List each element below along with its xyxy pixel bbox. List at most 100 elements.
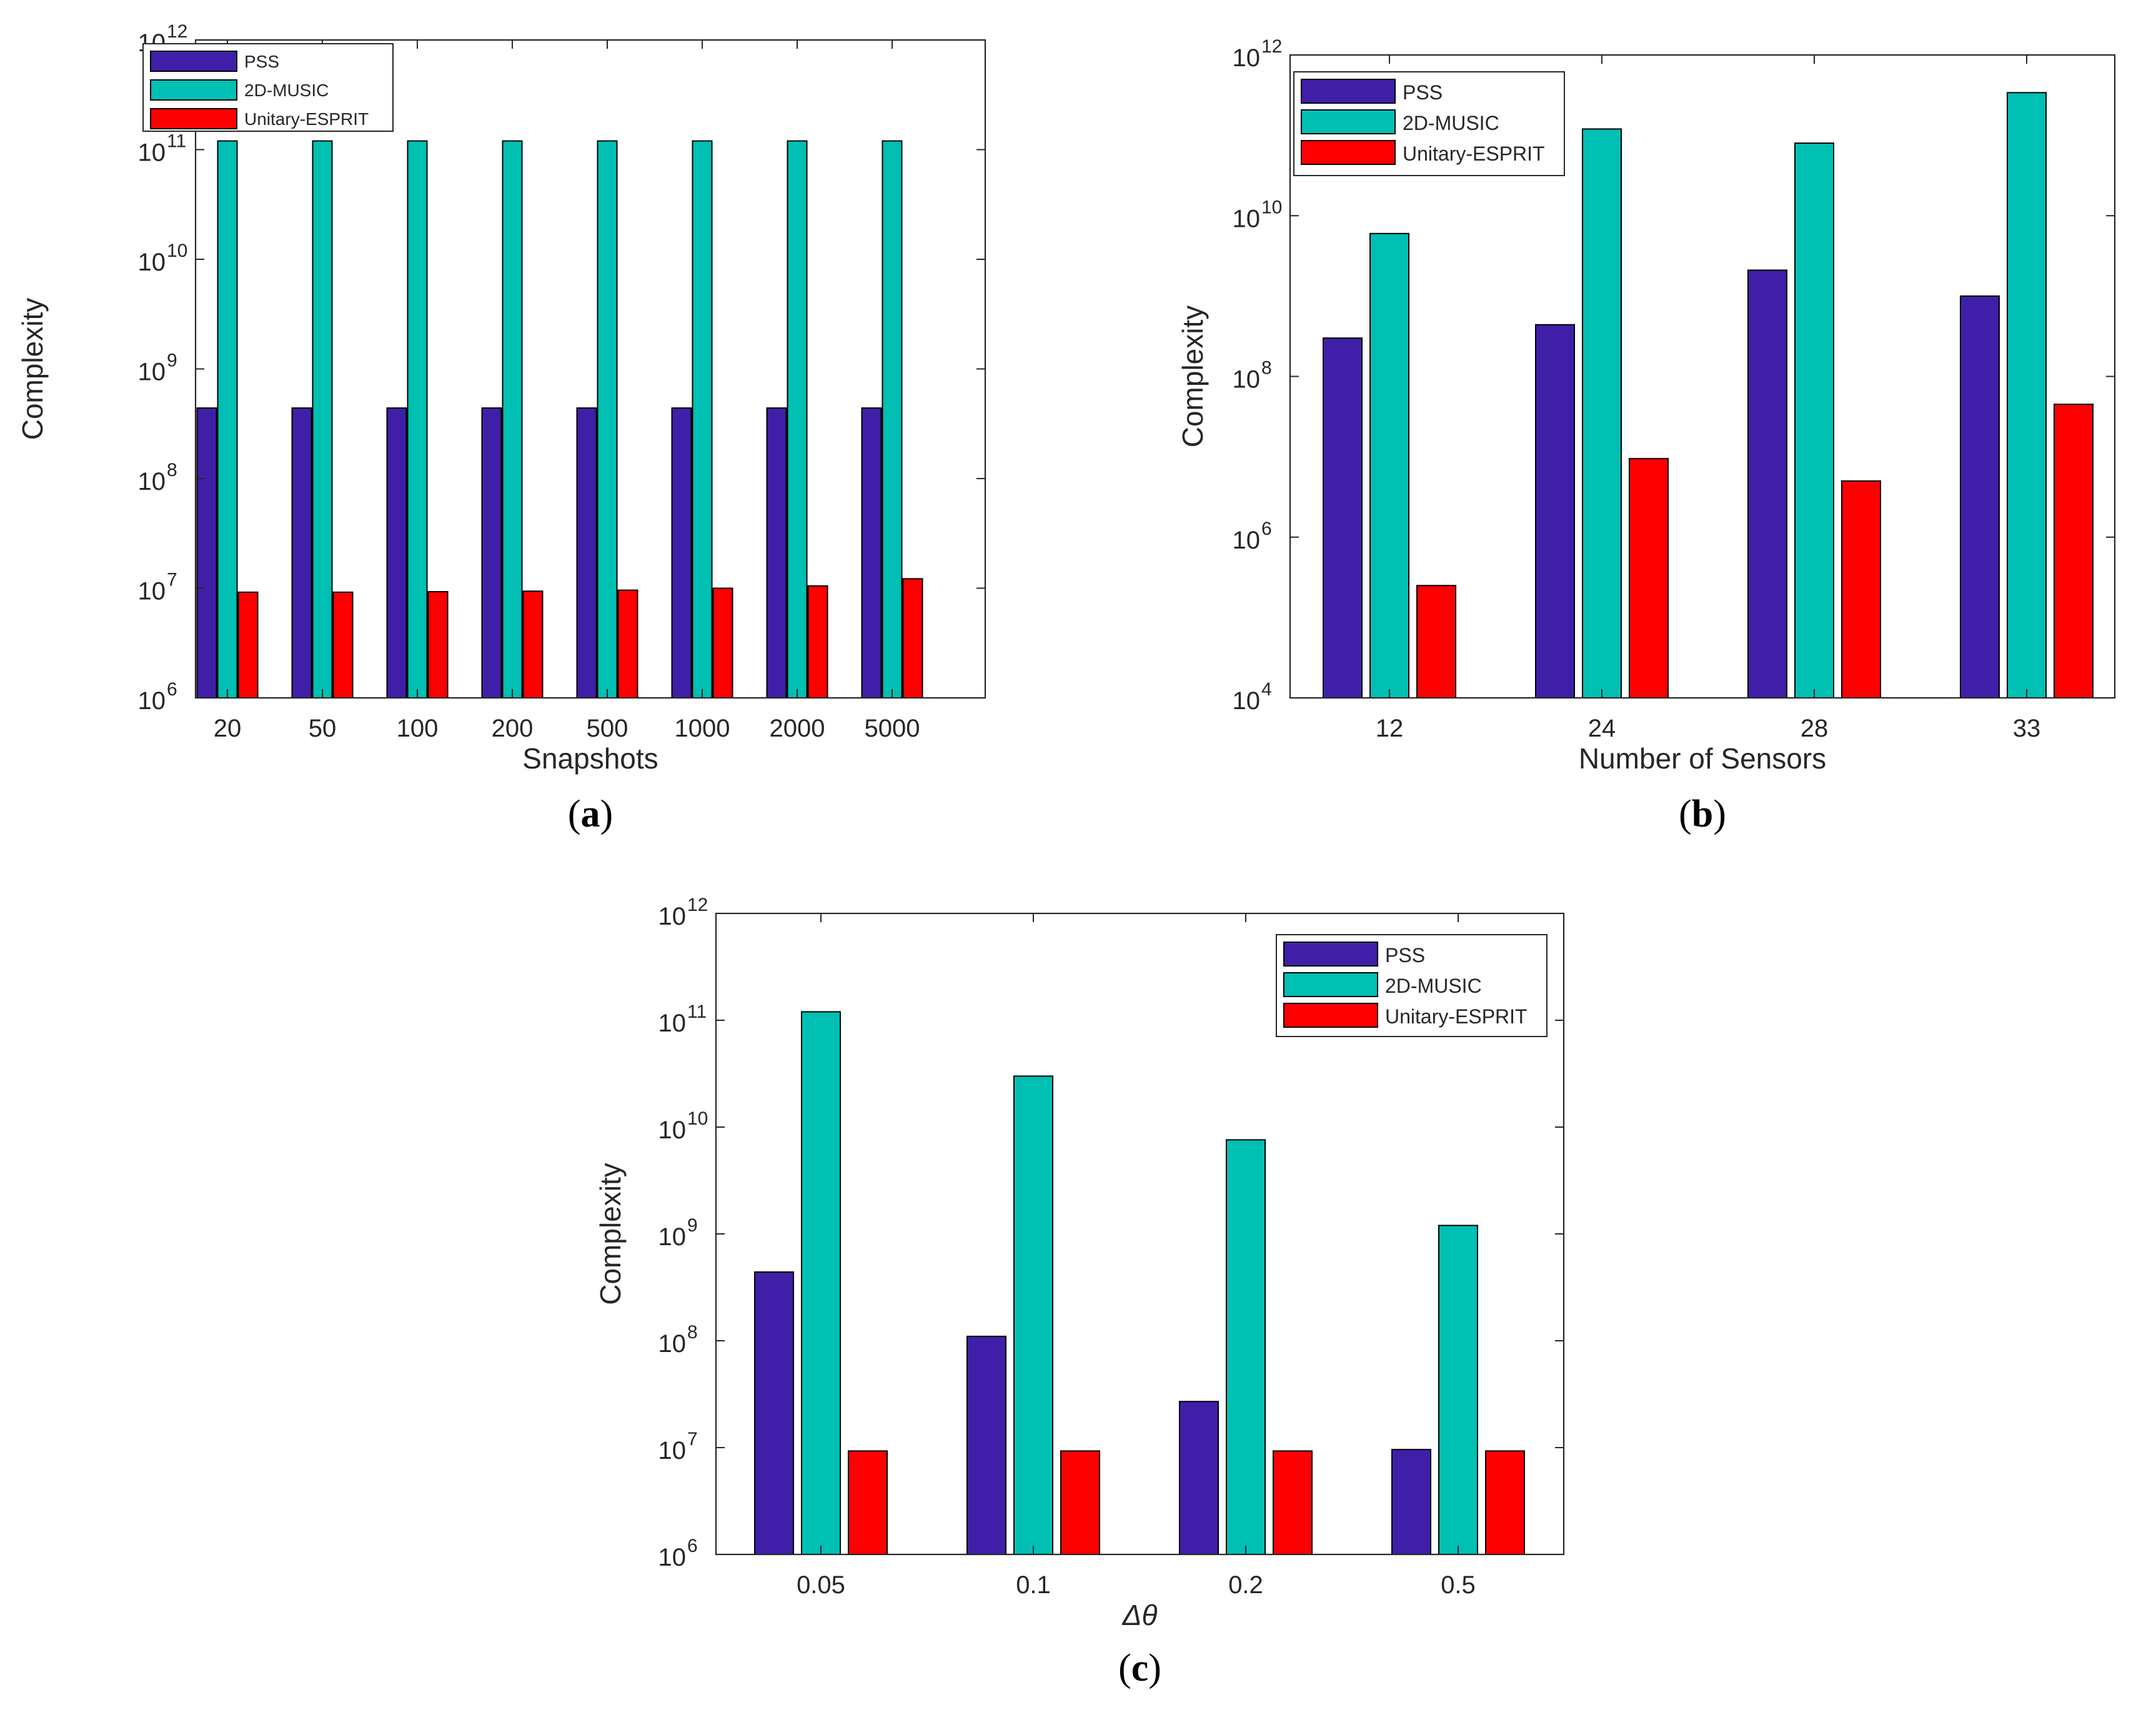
panel-label: (a) bbox=[568, 793, 613, 835]
y-tick-label: 10 bbox=[658, 1544, 687, 1571]
legend-swatch-2d-music bbox=[1283, 972, 1378, 997]
x-tick-label: 0.2 bbox=[1228, 1571, 1263, 1599]
chart-panel-a: 1061071081091010101110122050100200500100… bbox=[16, 21, 986, 835]
bar-pss-12 bbox=[1323, 337, 1363, 698]
bar-unitary-esprit-33 bbox=[2054, 404, 2094, 698]
y-tick-exponent: 6 bbox=[687, 1536, 698, 1556]
legend-label-pss: PSS bbox=[1385, 944, 1425, 967]
x-tick-label: 0.5 bbox=[1441, 1571, 1476, 1599]
legend-swatch-unitary-esprit bbox=[150, 108, 237, 129]
y-tick-label: 10 bbox=[658, 1330, 687, 1358]
x-tick-label: 1000 bbox=[675, 715, 730, 742]
y-tick-label: 10 bbox=[658, 1223, 687, 1251]
y-tick-label: 10 bbox=[138, 578, 166, 605]
x-tick-label: 2000 bbox=[770, 715, 825, 742]
y-tick-exponent: 6 bbox=[167, 679, 177, 700]
bar-unitary-esprit-100 bbox=[427, 591, 449, 698]
bar-unitary-esprit-28 bbox=[1841, 480, 1881, 698]
legend-swatch-pss bbox=[1283, 942, 1378, 967]
y-tick-exponent: 10 bbox=[1261, 197, 1282, 217]
bar-unitary-esprit-0.2 bbox=[1273, 1450, 1313, 1555]
bar-2d-music-1000 bbox=[692, 140, 713, 698]
bar-unitary-esprit-20 bbox=[237, 591, 259, 698]
x-tick-label: 24 bbox=[1588, 715, 1616, 742]
y-tick-label: 10 bbox=[138, 468, 166, 495]
bar-2d-music-2000 bbox=[787, 140, 808, 698]
y-tick-exponent: 12 bbox=[167, 21, 187, 42]
y-tick-exponent: 10 bbox=[687, 1108, 708, 1129]
bar-unitary-esprit-0.05 bbox=[848, 1450, 888, 1555]
y-tick-label: 10 bbox=[658, 903, 687, 930]
x-tick-label: 12 bbox=[1376, 715, 1404, 742]
bar-2d-music-200 bbox=[502, 140, 523, 698]
bar-pss-0.05 bbox=[754, 1271, 794, 1555]
x-tick-label: 20 bbox=[214, 715, 242, 742]
bar-2d-music-20 bbox=[217, 140, 238, 698]
bar-pss-24 bbox=[1535, 324, 1575, 698]
bar-2d-music-100 bbox=[407, 140, 428, 698]
bar-2d-music-0.2 bbox=[1226, 1139, 1266, 1555]
y-axis-label: Complexity bbox=[1176, 306, 1209, 448]
y-tick-exponent: 4 bbox=[1261, 679, 1272, 700]
y-tick-exponent: 6 bbox=[1261, 519, 1272, 539]
bar-pss-5000 bbox=[861, 407, 882, 698]
x-axis-label: Snapshots bbox=[522, 742, 658, 775]
x-tick-label: 500 bbox=[587, 715, 628, 742]
bar-unitary-esprit-1000 bbox=[712, 587, 733, 698]
bar-unitary-esprit-12 bbox=[1416, 585, 1456, 698]
legend-label-unitary-esprit: Unitary-ESPRIT bbox=[1385, 1005, 1528, 1028]
legend-label-2d-music: 2D-MUSIC bbox=[244, 81, 329, 100]
legend-swatch-pss bbox=[150, 51, 237, 72]
x-tick-label: 33 bbox=[2013, 715, 2041, 742]
bar-unitary-esprit-50 bbox=[332, 591, 354, 698]
y-tick-label: 10 bbox=[138, 359, 166, 386]
bar-unitary-esprit-200 bbox=[522, 590, 544, 698]
bar-pss-0.2 bbox=[1179, 1401, 1219, 1556]
y-tick-exponent: 11 bbox=[687, 1002, 707, 1022]
legend-swatch-2d-music bbox=[1301, 109, 1396, 134]
x-axis-label: Number of Sensors bbox=[1579, 742, 1826, 775]
x-axis-label: Δθ bbox=[1122, 1599, 1158, 1631]
bar-unitary-esprit-24 bbox=[1629, 457, 1669, 698]
y-tick-label: 10 bbox=[658, 1010, 687, 1037]
bar-2d-music-24 bbox=[1582, 128, 1622, 698]
y-tick-label: 10 bbox=[138, 249, 166, 276]
y-tick-label: 10 bbox=[1233, 205, 1261, 232]
y-tick-exponent: 9 bbox=[167, 350, 177, 371]
bar-pss-0.1 bbox=[966, 1335, 1006, 1556]
bar-2d-music-500 bbox=[597, 140, 618, 698]
y-axis-label: Complexity bbox=[16, 298, 49, 440]
legend: PSS 2D-MUSIC Unitary-ESPRIT bbox=[1276, 934, 1547, 1037]
y-tick-exponent: 8 bbox=[687, 1322, 698, 1343]
y-tick-label: 10 bbox=[1233, 366, 1261, 394]
bar-2d-music-12 bbox=[1369, 232, 1409, 699]
bar-2d-music-0.05 bbox=[801, 1011, 841, 1555]
panel-label: (c) bbox=[1118, 1647, 1161, 1689]
bar-unitary-esprit-0.5 bbox=[1485, 1450, 1525, 1555]
bar-pss-50 bbox=[291, 407, 312, 698]
bar-2d-music-33 bbox=[2007, 92, 2047, 698]
y-tick-label: 10 bbox=[1233, 44, 1261, 72]
legend-swatch-unitary-esprit bbox=[1301, 140, 1396, 165]
y-tick-exponent: 9 bbox=[687, 1215, 698, 1236]
y-tick-exponent: 8 bbox=[167, 460, 177, 480]
x-tick-label: 50 bbox=[309, 715, 337, 742]
legend-swatch-2d-music bbox=[150, 79, 237, 101]
bar-2d-music-50 bbox=[312, 140, 333, 698]
y-tick-exponent: 7 bbox=[687, 1429, 698, 1449]
y-tick-label: 10 bbox=[138, 139, 166, 167]
legend-swatch-unitary-esprit bbox=[1283, 1003, 1378, 1028]
y-tick-exponent: 12 bbox=[687, 895, 708, 915]
y-tick-label: 10 bbox=[138, 687, 166, 715]
panel-label: (b) bbox=[1679, 793, 1726, 835]
bar-pss-2000 bbox=[766, 407, 787, 698]
bar-pss-28 bbox=[1747, 269, 1787, 698]
y-tick-exponent: 7 bbox=[167, 570, 177, 590]
y-tick-label: 10 bbox=[658, 1437, 687, 1464]
bar-pss-20 bbox=[196, 407, 217, 698]
x-tick-label: 5000 bbox=[865, 715, 920, 742]
y-tick-label: 10 bbox=[1233, 527, 1261, 554]
